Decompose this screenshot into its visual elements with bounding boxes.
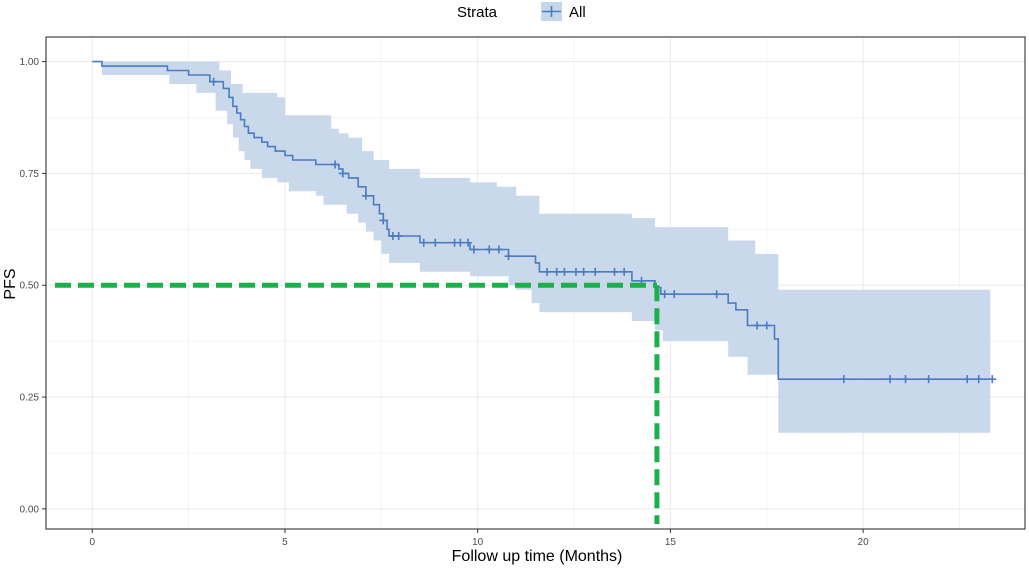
censor-mark [419, 238, 428, 247]
x-tick-label: 0 [89, 537, 95, 548]
y-axis-title: PFS [2, 268, 19, 299]
survival-step-line [92, 60, 991, 380]
censor-mark [712, 290, 721, 299]
y-axis-ticks: 0.00 0.25 0.50 0.75 1.00 [20, 57, 46, 515]
legend-entry-label: All [569, 4, 586, 21]
censor-mark [886, 375, 895, 384]
survival-curve [92, 60, 991, 380]
censor-mark [394, 232, 403, 241]
censor-mark [464, 238, 473, 247]
y-tick-label: 1.00 [20, 57, 40, 68]
censor-mark [469, 245, 478, 254]
censor-mark [552, 267, 561, 276]
censor-mark [494, 245, 503, 254]
x-tick-label: 10 [472, 537, 484, 548]
legend-title: Strata [457, 4, 498, 21]
x-tick-label: 5 [282, 537, 288, 548]
x-axis-title: Follow up time (Months) [452, 548, 623, 565]
panel-border-rect [45, 36, 1026, 530]
censor-mark [670, 290, 679, 299]
censor-mark [610, 267, 619, 276]
censor-mark [431, 238, 440, 247]
censor-mark [361, 191, 370, 200]
censor-mark [974, 375, 983, 384]
censor-mark [591, 267, 600, 276]
censor-mark [456, 238, 465, 247]
censor-mark [924, 375, 933, 384]
y-tick-label: 0.50 [20, 281, 40, 292]
censor-marks [209, 77, 997, 384]
plot-panel-border [45, 36, 1026, 530]
censor-mark [209, 77, 218, 86]
median-reference-lines [55, 282, 660, 524]
censor-mark [571, 267, 580, 276]
legend-key [541, 2, 562, 21]
censor-mark [660, 290, 669, 299]
y-tick-label: 0.25 [20, 393, 40, 404]
censor-mark [963, 375, 972, 384]
censor-mark [331, 160, 340, 169]
censor-mark [762, 321, 771, 330]
x-axis-ticks: 0 5 10 15 20 [89, 529, 869, 548]
censor-mark [338, 169, 347, 178]
censor-mark [753, 321, 762, 330]
x-tick-label: 20 [858, 537, 870, 548]
censor-mark [379, 216, 388, 225]
censor-mark [901, 375, 910, 384]
censor-mark [485, 245, 494, 254]
legend: Strata All [457, 2, 586, 21]
y-tick-label: 0.00 [20, 504, 40, 515]
censor-mark [504, 252, 513, 261]
confidence-band [92, 61, 991, 433]
censor-mark [988, 375, 997, 384]
censor-mark [543, 267, 552, 276]
censor-mark [620, 267, 629, 276]
confidence-band-area [92, 61, 991, 433]
censor-mark [839, 375, 848, 384]
censor-mark [560, 267, 569, 276]
y-tick-label: 0.75 [20, 169, 40, 180]
censor-mark [579, 267, 588, 276]
x-tick-label: 15 [665, 537, 677, 548]
